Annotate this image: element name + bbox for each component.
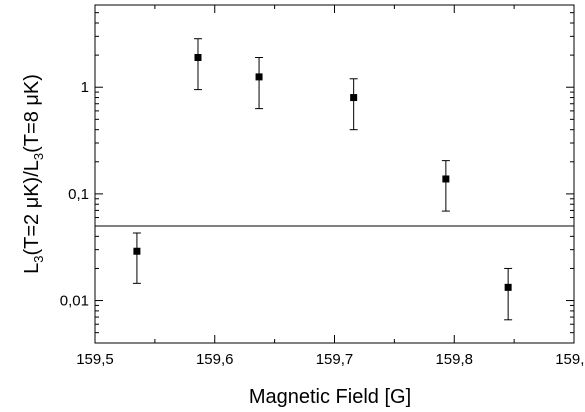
- data-point: [255, 56, 264, 110]
- data-marker: [255, 73, 263, 81]
- data-point: [132, 232, 141, 284]
- data-marker: [194, 53, 202, 61]
- data-marker: [442, 175, 450, 183]
- y-axis-label: L3(T=2 μK)/L3(T=8 μK): [21, 74, 46, 274]
- x-ticks: 159,5 159,6 159,7 159,8 159,9: [76, 5, 585, 368]
- x-tick-label: 159,5: [76, 351, 114, 368]
- data-point: [349, 78, 358, 131]
- data-marker: [350, 94, 358, 102]
- x-tick-label: 159,7: [316, 351, 354, 368]
- data-marker: [133, 247, 141, 255]
- data-marker: [504, 283, 512, 291]
- plot-frame: [94, 4, 575, 344]
- data-point: [441, 160, 450, 212]
- minor-ticks: [95, 5, 574, 343]
- data-point: [193, 38, 202, 91]
- y-tick-label: 0,1: [68, 186, 89, 203]
- data-point: [504, 267, 513, 321]
- y-ticks: 0,01 0,1 1: [60, 79, 574, 310]
- y-tick-label: 0,01: [60, 293, 89, 310]
- y-tick-label: 1: [81, 79, 89, 96]
- x-tick-label: 159,8: [435, 351, 473, 368]
- data-points: [132, 38, 513, 321]
- x-tick-label: 159,9: [555, 351, 585, 368]
- x-axis-label: Magnetic Field [G]: [249, 386, 411, 408]
- x-tick-label: 159,6: [196, 351, 234, 368]
